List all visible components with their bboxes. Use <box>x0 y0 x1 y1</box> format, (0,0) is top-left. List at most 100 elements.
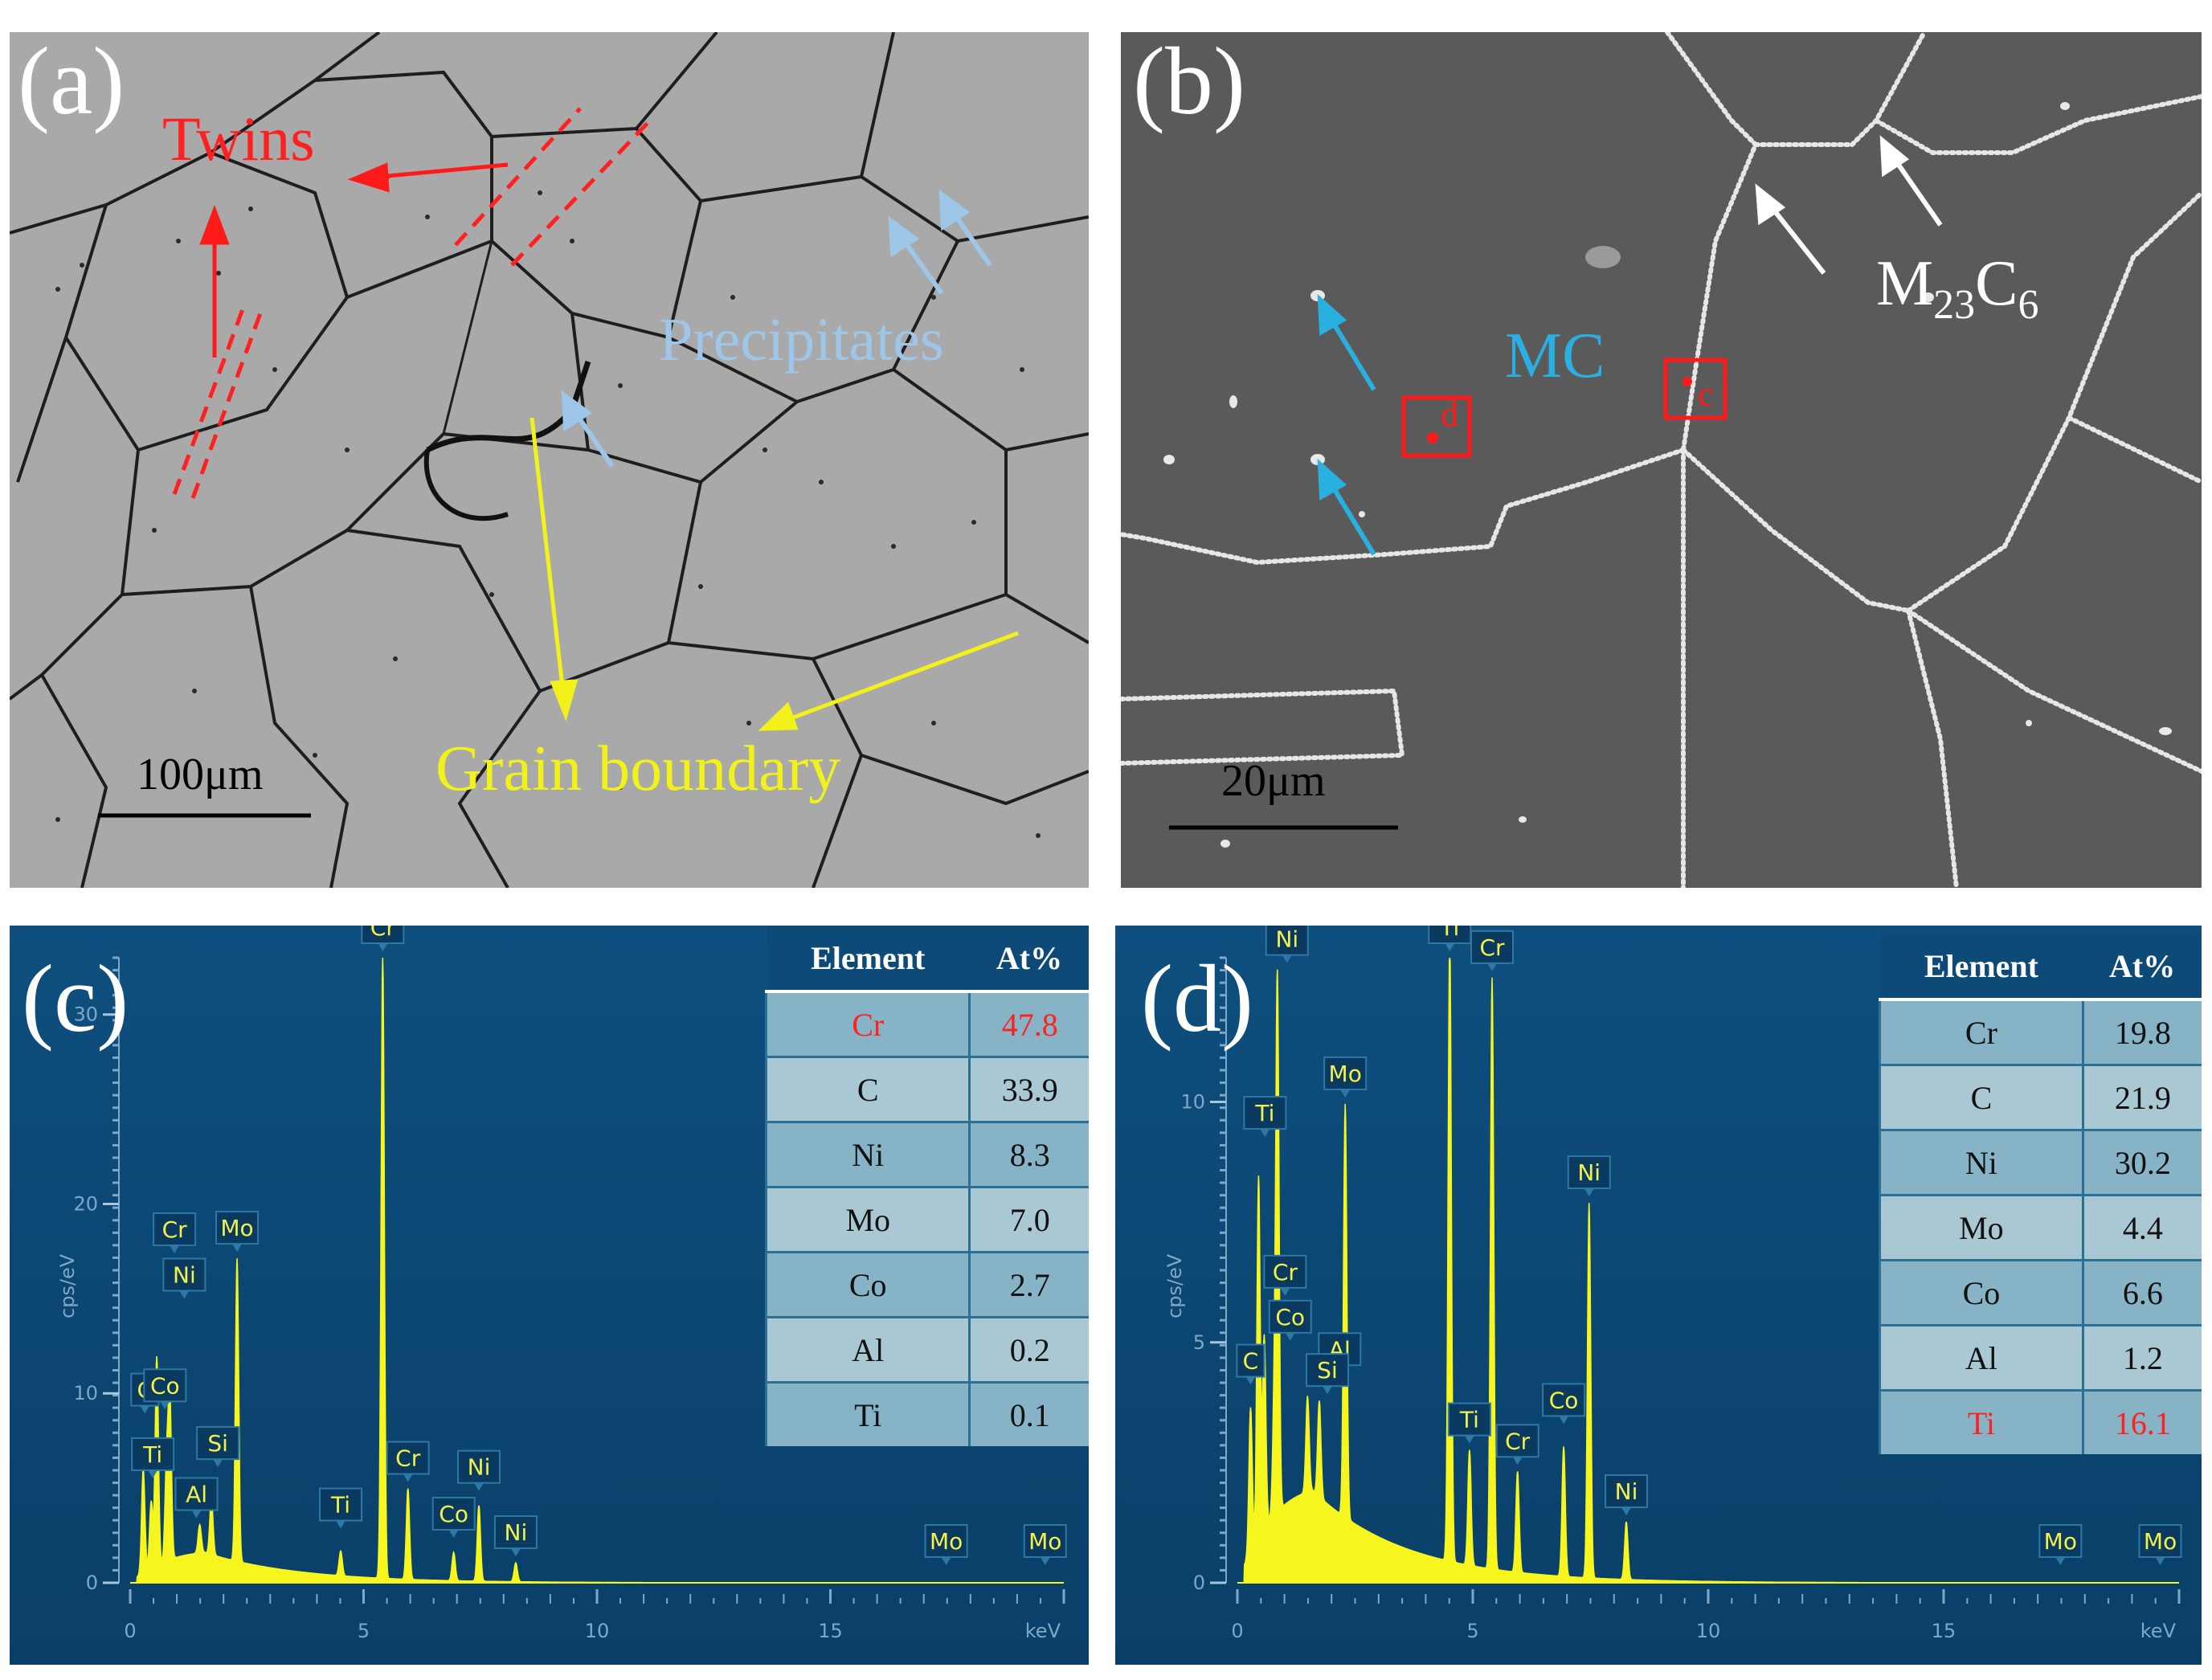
eds-spectrum-c: 0102030cps/eV051015keVCTiCrNiCoAlSiMoTiC… <box>56 926 1067 1642</box>
peak-tag-cr: Cr <box>153 1212 197 1253</box>
eds-d-element: Co <box>1879 1259 2083 1326</box>
peak-tag-ti: Ti <box>1428 926 1472 951</box>
panel-a-label: (a) <box>18 32 125 134</box>
panel-c-label: (c) <box>22 945 129 1052</box>
svg-text:Si: Si <box>207 1430 228 1457</box>
eds-c-element: Cr <box>764 990 970 1057</box>
eds-d-element: Ti <box>1879 1389 2083 1454</box>
y-axis-label: cps/eV <box>1163 1253 1186 1318</box>
eds-d-value: 30.2 <box>2081 1129 2202 1196</box>
eds-c-value: 47.8 <box>968 990 1089 1057</box>
peak-tag-co: Co <box>1542 1383 1586 1425</box>
panel-a-micrograph: (a) Twins Precipitates Grain boundary 10… <box>10 32 1089 888</box>
peak-tag-cr: Cr <box>1470 930 1515 971</box>
svg-text:Cr: Cr <box>1505 1428 1531 1454</box>
svg-text:Mo: Mo <box>2044 1528 2077 1555</box>
svg-text:Ti: Ti <box>1254 1100 1274 1126</box>
spectrum-fill <box>1237 957 1944 1584</box>
table-row: Al 0.2 <box>764 1316 1089 1383</box>
eds-d-element: C <box>1879 1064 2083 1130</box>
peak-tag-cr: Cr <box>1495 1424 1539 1465</box>
y-tick-label: 5 <box>1193 1331 1205 1354</box>
table-row: Ti 16.1 <box>1879 1389 2202 1454</box>
table-row: C 33.9 <box>764 1056 1089 1122</box>
svg-text:Ni: Ni <box>468 1454 491 1481</box>
eds-d-value: 1.2 <box>2081 1324 2202 1391</box>
grain-boundary-arrows <box>529 417 1019 731</box>
peak-tag-ti: Ti <box>131 1437 175 1478</box>
y-tick-label: 10 <box>73 1382 98 1404</box>
twin-dashed-lines <box>172 107 650 499</box>
svg-text:Ti: Ti <box>142 1441 162 1468</box>
eds-table-c-header-element: Element <box>766 926 970 993</box>
peak-tag-ti: Ti <box>1243 1096 1287 1138</box>
x-tick-label: 10 <box>1696 1620 1721 1642</box>
peak-tag-mo: Mo <box>924 1524 968 1565</box>
table-row: Mo 7.0 <box>764 1186 1089 1253</box>
x-tick-label: 15 <box>818 1620 843 1642</box>
spot-box-d <box>1401 395 1472 458</box>
table-row: C 21.9 <box>1879 1064 2202 1130</box>
panel-b-micrograph: (b) MC M23C6 d c 20μm <box>1121 32 2202 888</box>
m23c6-arrows <box>1755 135 1943 275</box>
m23c6-m: M <box>1876 248 1934 319</box>
eds-c-element: Ti <box>764 1381 970 1446</box>
eds-c-value: 0.1 <box>968 1381 1089 1446</box>
eds-spectrum-d: 0 5 10 cps/eV 0 5 10 15 keV C Ti Cr Co Ni Al Si Mo Ti Ti Cr… <box>1163 926 2182 1642</box>
panel-d-label: (d) <box>1141 945 1253 1052</box>
peak-tag-cr: Cr <box>361 926 405 951</box>
eds-d-value: 6.6 <box>2081 1259 2202 1326</box>
eds-c-value: 7.0 <box>968 1186 1089 1253</box>
svg-text:Ni: Ni <box>505 1519 528 1546</box>
scale-bar-label-b: 20μm <box>1221 756 1326 806</box>
peak-tag-ni: Ni <box>162 1257 206 1299</box>
eds-d-value: 16.1 <box>2081 1389 2202 1454</box>
table-row: Ni 8.3 <box>764 1121 1089 1187</box>
svg-text:Mo: Mo <box>220 1215 253 1241</box>
eds-c-value: 8.3 <box>968 1121 1089 1187</box>
svg-text:Ti: Ti <box>1459 1407 1479 1433</box>
grain-boundary-annotation: Grain boundary <box>435 734 841 804</box>
peak-tag-ni: Ni <box>1605 1474 1649 1516</box>
x-tick-label: 10 <box>585 1620 610 1642</box>
mc-annotation: MC <box>1505 321 1605 391</box>
svg-text:Co: Co <box>150 1372 180 1399</box>
peak-tag-si: Si <box>1305 1353 1349 1395</box>
svg-text:Ti: Ti <box>1439 926 1459 941</box>
svg-text:Mo: Mo <box>1329 1061 1362 1087</box>
spectrum-fill <box>130 957 831 1584</box>
scale-bar-label-a: 100μm <box>137 750 264 799</box>
m23c6-annotation: M23C6 <box>1876 247 2039 329</box>
svg-text:Cr: Cr <box>1479 934 1505 961</box>
peak-tag-co: Co <box>1268 1299 1312 1341</box>
micrograph-b-image <box>1121 32 2202 888</box>
x-tick-label: 0 <box>124 1620 136 1642</box>
y-tick-label: 0 <box>86 1572 98 1594</box>
svg-text:Cr: Cr <box>162 1216 188 1243</box>
panel-c-eds: 0102030cps/eV051015keVCTiCrNiCoAlSiMoTiC… <box>10 926 1089 1665</box>
panel-b-label: (b) <box>1133 32 1245 134</box>
spot-box-c <box>1663 358 1727 420</box>
precipitates-annotation: Precipitates <box>659 306 944 374</box>
peak-tag-ni: Ni <box>1265 926 1309 963</box>
peak-tag-ti: Ti <box>319 1487 363 1529</box>
eds-c-element: Mo <box>764 1186 970 1253</box>
peak-tag-mo: Mo <box>2138 1524 2182 1565</box>
eds-table-c: Element At% Cr 47.8 C 33.9 Ni 8.3 Mo 7.0 Co 2… <box>764 926 1089 1446</box>
svg-text:Mo: Mo <box>930 1528 963 1555</box>
box-c-label: c <box>1698 374 1714 414</box>
y-tick-label: 20 <box>73 1192 98 1215</box>
x-axis-unit: keV <box>1025 1620 1061 1642</box>
eds-d-element: Cr <box>1879 998 2083 1065</box>
peak-tag-ti: Ti <box>1447 1402 1491 1444</box>
svg-text:Mo: Mo <box>2144 1528 2177 1555</box>
peak-tag-mo: Mo <box>1323 1056 1368 1098</box>
table-row: Co 2.7 <box>764 1251 1089 1318</box>
table-row: Al 1.2 <box>1879 1324 2202 1391</box>
x-tick-label: 0 <box>1231 1620 1243 1642</box>
eds-table-d: Element At% Cr 19.8 C 21.9 Ni 30.2 Mo 4.4 Co… <box>1879 934 2202 1454</box>
svg-text:Ni: Ni <box>173 1261 196 1288</box>
box-d-label: d <box>1441 394 1458 434</box>
eds-c-value: 0.2 <box>968 1316 1089 1383</box>
y-axis-label: cps/eV <box>56 1253 79 1318</box>
